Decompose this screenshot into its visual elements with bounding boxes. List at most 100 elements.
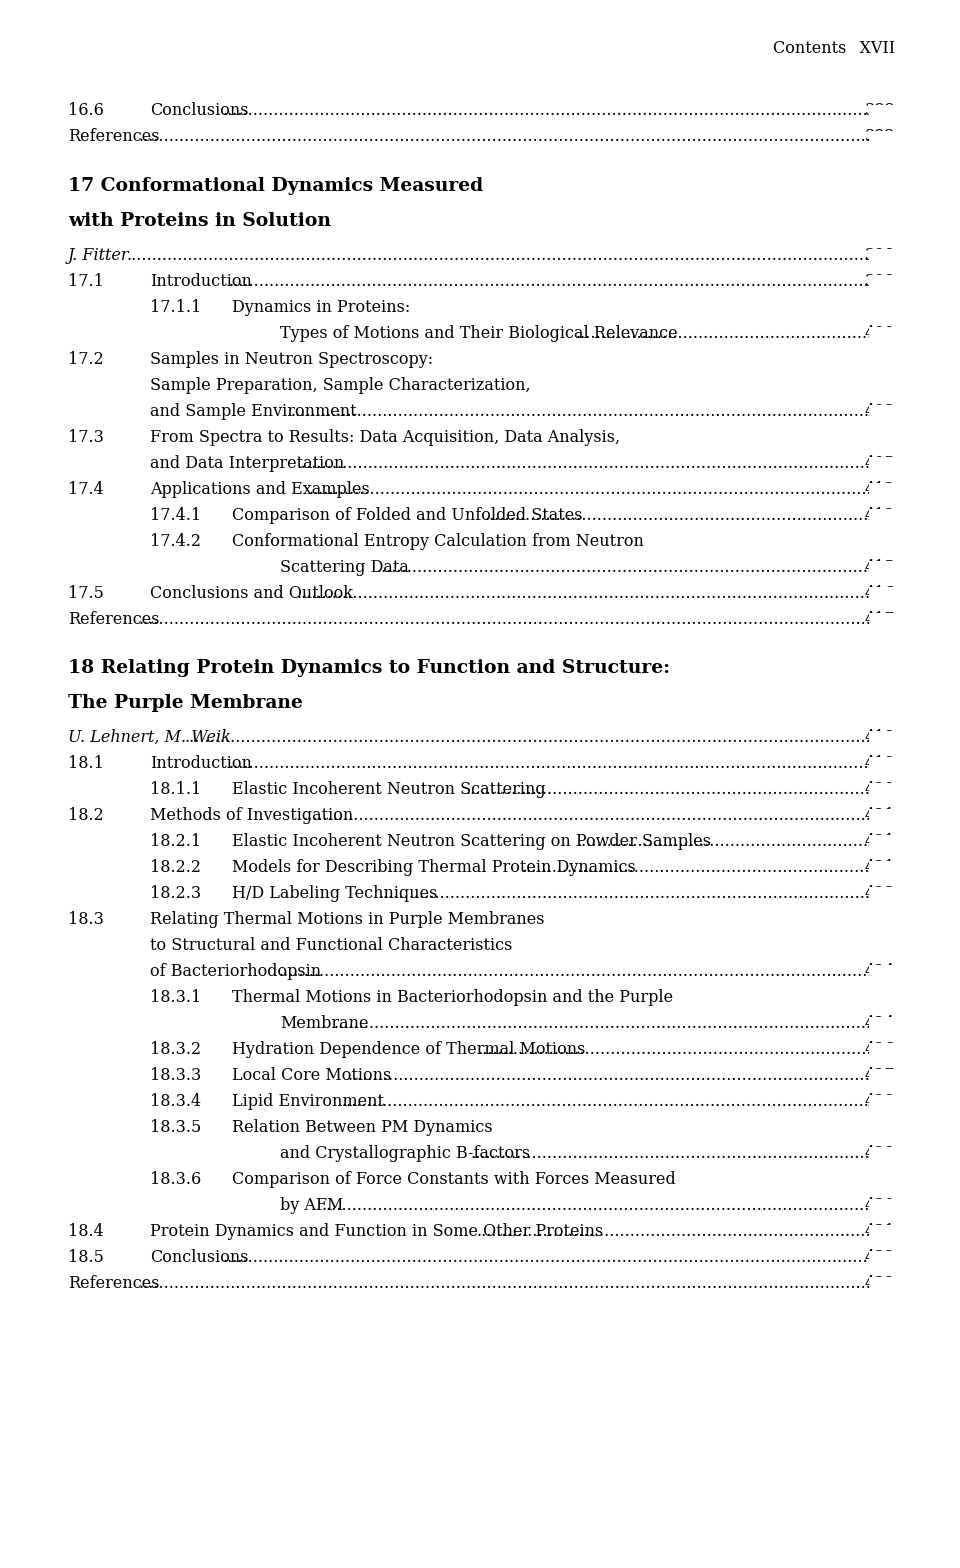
Text: ................................................................................: ........................................… (470, 1145, 960, 1162)
Text: References: References (68, 610, 159, 627)
Text: From Spectra to Results: Data Acquisition, Data Analysis,: From Spectra to Results: Data Acquisitio… (150, 428, 620, 445)
Text: 18.5: 18.5 (68, 1248, 104, 1265)
Text: 18.3.5: 18.3.5 (150, 1120, 202, 1135)
Text: 17.1.1: 17.1.1 (150, 298, 202, 315)
Bar (869, 1226, 960, 1239)
Text: ................................................................................: ........................................… (577, 833, 960, 850)
Text: 18.3.6: 18.3.6 (150, 1171, 202, 1189)
Text: Introduction: Introduction (150, 754, 252, 771)
Bar (869, 757, 960, 771)
Text: J. Fitter: J. Fitter (68, 246, 130, 263)
Text: to Structural and Functional Characteristics: to Structural and Functional Characteris… (150, 936, 513, 953)
Text: 429: 429 (865, 1145, 895, 1162)
Text: ................................................................................: ........................................… (322, 1196, 960, 1214)
Text: Membrane: Membrane (280, 1014, 369, 1032)
Text: ................................................................................: ........................................… (302, 808, 960, 823)
Text: ................................................................................: ........................................… (222, 102, 960, 119)
Text: and Sample Environment: and Sample Environment (150, 403, 356, 420)
Text: Thermal Motions in Bacteriorhodopsin and the Purple: Thermal Motions in Bacteriorhodopsin and… (232, 989, 673, 1005)
Bar (869, 731, 960, 745)
Text: 420: 420 (865, 781, 895, 798)
Text: 17.5: 17.5 (68, 585, 104, 602)
Text: 423: 423 (865, 884, 895, 902)
Text: Scattering Data: Scattering Data (280, 558, 409, 575)
Text: 399: 399 (864, 246, 895, 263)
Text: 421: 421 (865, 833, 895, 850)
Text: Conclusions and Outlook: Conclusions and Outlook (150, 585, 353, 602)
Text: Contents  XVII: Contents XVII (773, 39, 895, 56)
Text: 400: 400 (865, 325, 895, 342)
Bar (869, 1043, 960, 1057)
Text: ................................................................................: ........................................… (184, 729, 960, 746)
Text: ................................................................................: ........................................… (126, 246, 960, 263)
Text: 16.6: 16.6 (68, 102, 104, 119)
Text: ................................................................................: ........................................… (278, 963, 960, 980)
Text: Conclusions: Conclusions (150, 102, 249, 119)
Text: Conclusions: Conclusions (150, 1248, 249, 1265)
Text: ................................................................................: ........................................… (466, 781, 960, 798)
Text: 417: 417 (864, 610, 895, 627)
Text: Types of Motions and Their Biological Relevance: Types of Motions and Their Biological Re… (280, 325, 678, 342)
Text: Lipid Environment: Lipid Environment (232, 1093, 384, 1110)
Text: of Bacteriorhodopsin: of Bacteriorhodopsin (150, 963, 322, 980)
Text: 399: 399 (864, 273, 895, 290)
Text: 17.4: 17.4 (68, 480, 104, 497)
Text: Comparison of Folded and Unfolded States: Comparison of Folded and Unfolded States (232, 506, 583, 524)
Text: ................................................................................: ........................................… (222, 1248, 960, 1265)
Text: 424: 424 (865, 1014, 895, 1032)
Bar (869, 483, 960, 497)
Bar (869, 1148, 960, 1162)
Text: Relating Thermal Motions in Purple Membranes: Relating Thermal Motions in Purple Membr… (150, 911, 544, 928)
Text: ................................................................................: ........................................… (228, 273, 960, 290)
Text: Sample Preparation, Sample Characterization,: Sample Preparation, Sample Characterizat… (150, 376, 531, 394)
Bar (869, 1278, 960, 1292)
Text: 18.3.2: 18.3.2 (150, 1041, 202, 1058)
Text: 18.2.3: 18.2.3 (150, 884, 202, 902)
Text: Hydration Dependence of Thermal Motions: Hydration Dependence of Thermal Motions (232, 1041, 586, 1058)
Text: Protein Dynamics and Function in Some Other Proteins: Protein Dynamics and Function in Some Ot… (150, 1223, 603, 1240)
Text: 427: 427 (865, 1066, 895, 1083)
Text: 428: 428 (865, 1093, 895, 1110)
Text: 17.3: 17.3 (68, 428, 104, 445)
Text: U. Lehnert, M. Weik: U. Lehnert, M. Weik (68, 729, 230, 746)
Text: ................................................................................: ........................................… (334, 1014, 960, 1032)
Bar (869, 586, 960, 601)
Bar (869, 1069, 960, 1083)
Text: Methods of Investigation: Methods of Investigation (150, 808, 353, 823)
Text: 412: 412 (865, 480, 895, 497)
Text: by AFM: by AFM (280, 1196, 344, 1214)
Bar (869, 1251, 960, 1265)
Bar (869, 328, 960, 340)
Text: 18.4: 18.4 (68, 1223, 104, 1240)
Text: 17.4.2: 17.4.2 (150, 533, 201, 549)
Text: 412: 412 (865, 506, 895, 524)
Text: ................................................................................: ........................................… (290, 403, 960, 420)
Text: References: References (68, 1275, 159, 1292)
Bar (869, 836, 960, 850)
Text: 17.1: 17.1 (68, 273, 104, 290)
Bar (869, 458, 960, 470)
Text: 405: 405 (865, 455, 895, 472)
Text: 415: 415 (864, 558, 895, 575)
Text: Models for Describing Thermal Protein Dynamics: Models for Describing Thermal Protein Dy… (232, 859, 636, 877)
Text: 389: 389 (864, 102, 895, 119)
Text: ................................................................................: ........................................… (297, 455, 960, 472)
Bar (869, 1200, 960, 1214)
Bar (869, 510, 960, 524)
Text: Conformational Entropy Calculation from Neutron: Conformational Entropy Calculation from … (232, 533, 644, 549)
Text: References: References (68, 129, 159, 146)
Text: Applications and Examples: Applications and Examples (150, 480, 370, 497)
Text: 424: 424 (865, 963, 895, 980)
Text: 18.1: 18.1 (68, 754, 104, 771)
Text: 18.3.4: 18.3.4 (150, 1093, 202, 1110)
Text: 18.3: 18.3 (68, 911, 104, 928)
Text: ................................................................................: ........................................… (377, 558, 960, 575)
Text: 392: 392 (864, 129, 895, 146)
Text: 419: 419 (864, 754, 895, 771)
Bar (869, 966, 960, 980)
Bar (869, 274, 960, 289)
Bar (869, 130, 960, 144)
Text: 419: 419 (864, 729, 895, 746)
Text: 421: 421 (865, 859, 895, 877)
Bar (869, 561, 960, 575)
